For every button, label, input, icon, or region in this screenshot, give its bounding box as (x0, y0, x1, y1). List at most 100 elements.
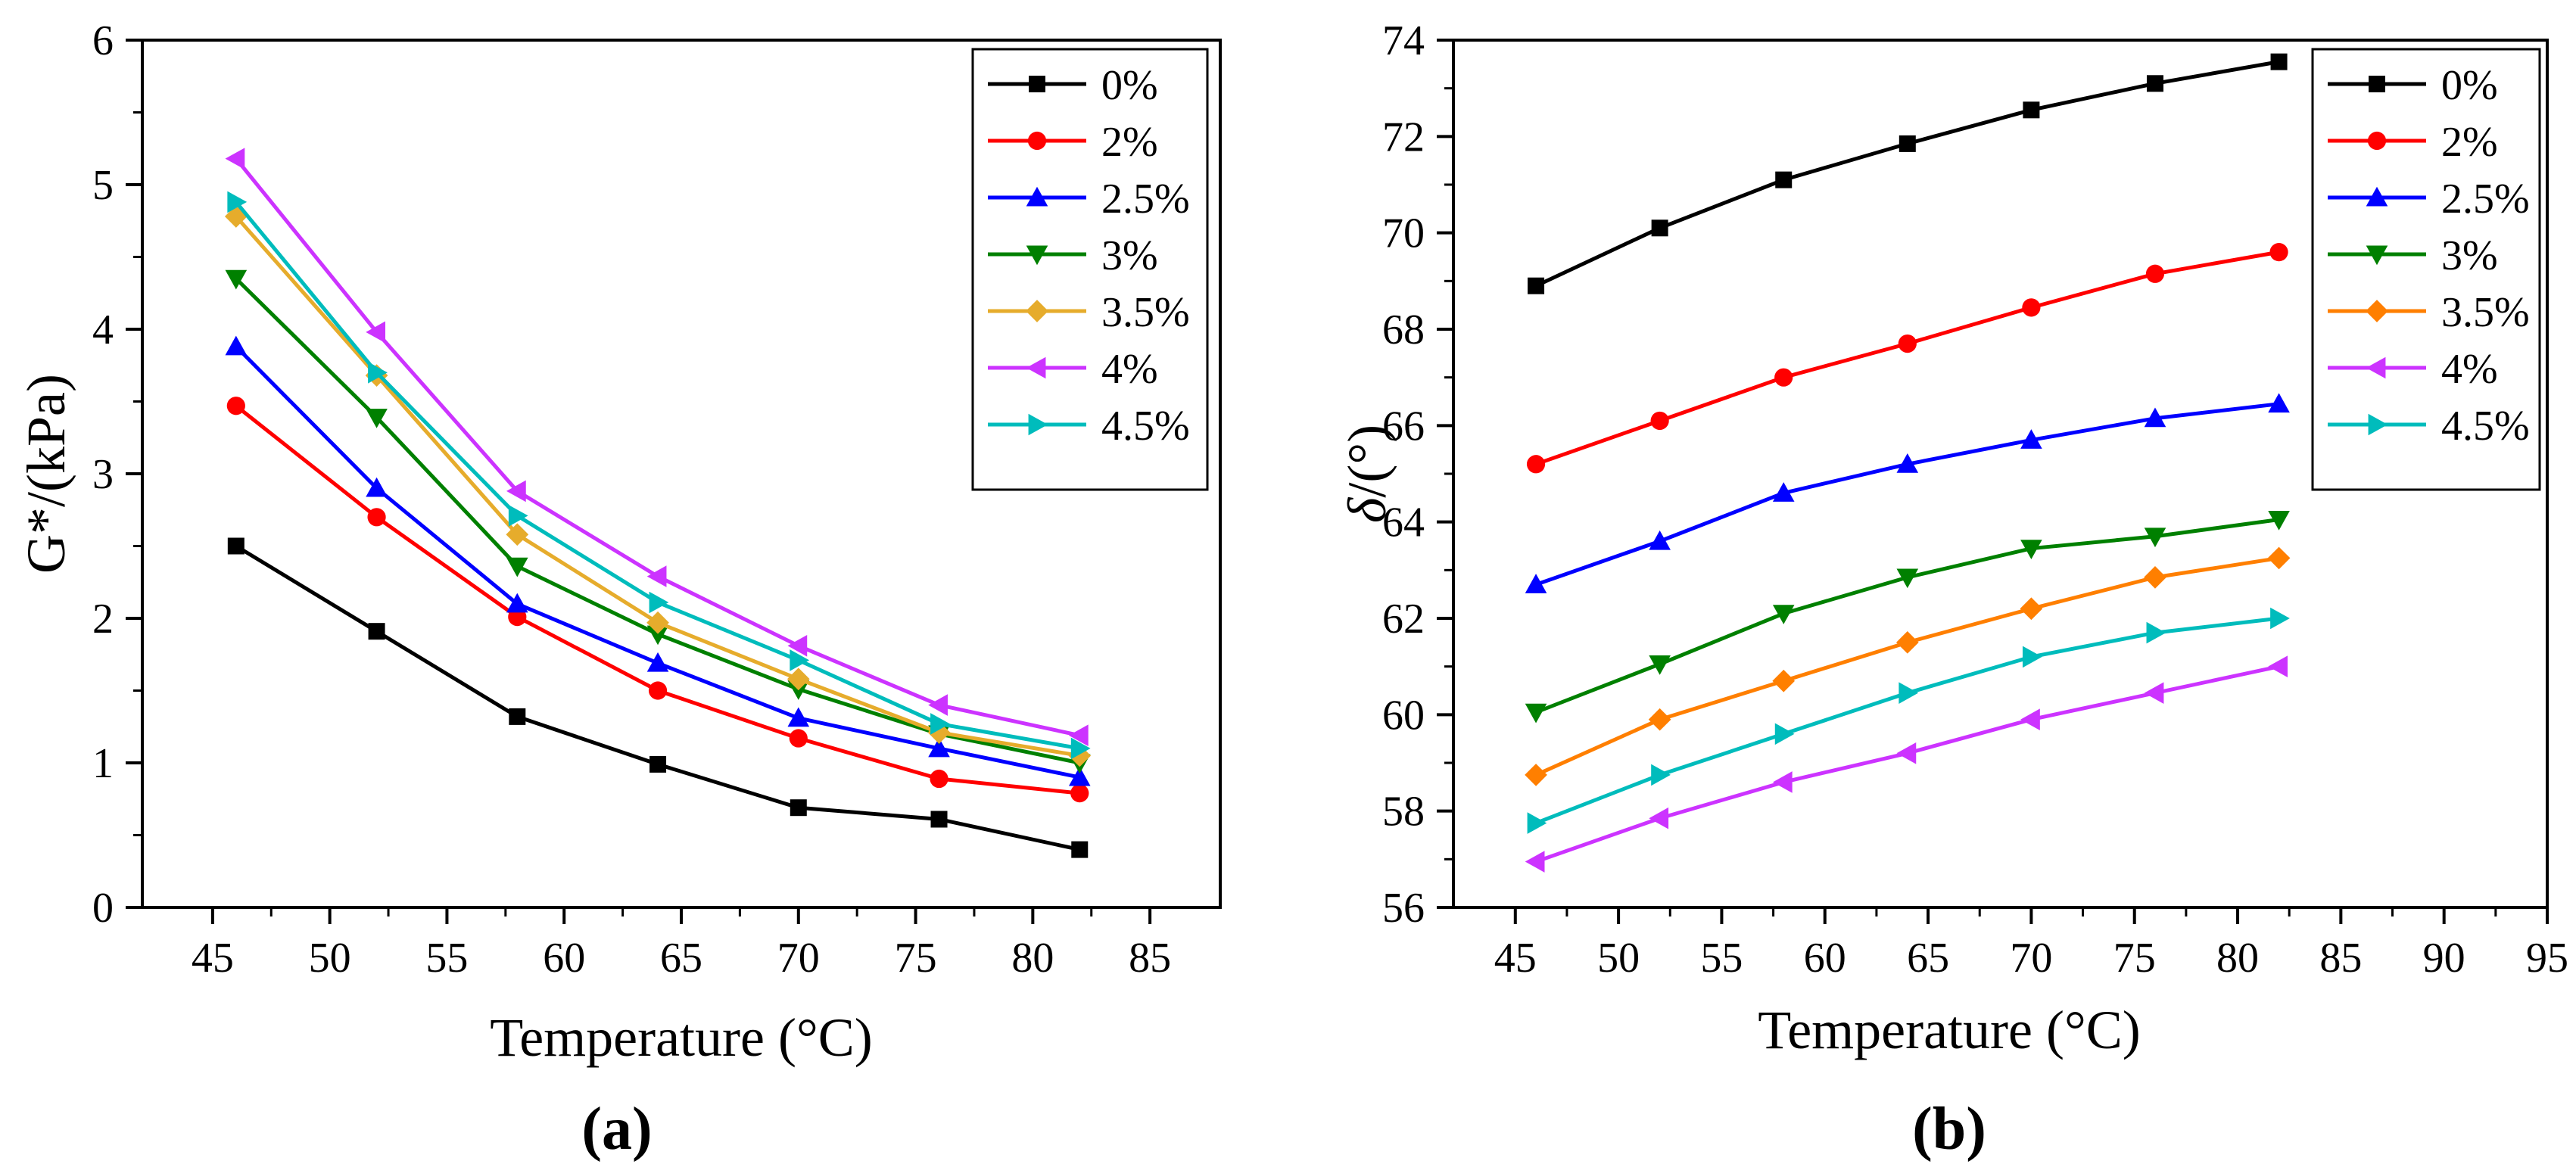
panel-a-legend-item: 3% (988, 232, 1158, 279)
panel-b-legend-label: 0% (2441, 62, 2498, 109)
panel-a-legend-marker (1026, 300, 1048, 322)
panel-b-legend-marker (2366, 186, 2388, 207)
panel-b-data-point (2146, 75, 2163, 92)
panel-b-legend-marker (2366, 356, 2386, 379)
panel-b-x-tick-label: 95 (2526, 935, 2568, 982)
panel-a-x-tick-label: 85 (1129, 935, 1171, 982)
panel-b-data-point (1772, 771, 1793, 793)
panel-a-data-point (928, 694, 948, 716)
panel-a-legend-label: 2% (1101, 119, 1158, 166)
panel-b-x-tick-label: 55 (1700, 935, 1743, 982)
panel-b-data-point (1649, 530, 1671, 550)
panel-a-y-tick-label: 6 (92, 17, 114, 64)
panel-a-data-point (787, 668, 810, 691)
panel-b-legend-label: 2.5% (2441, 176, 2530, 223)
panel-a-legend-item: 2.5% (988, 176, 1190, 223)
panel-b-data-point (2267, 546, 2291, 570)
panel-a-data-point (226, 397, 245, 415)
panel-b-series-2 (1525, 393, 2290, 593)
panel-a-data-point (649, 755, 667, 773)
panel-b-x-tick-label: 85 (2319, 935, 2362, 982)
panel-b-y-tick-label: 56 (1382, 885, 1425, 932)
panel-a-series-2 (225, 335, 1091, 786)
panel-b-y-tick-label: 72 (1382, 114, 1425, 160)
panel-b-legend-marker (2366, 245, 2388, 266)
panel-a-legend-marker (1026, 186, 1048, 207)
panel-a-data-point (506, 480, 526, 503)
panel-a-series (224, 148, 1092, 858)
panel-b-y-axis-symbol: δ (1337, 496, 1397, 523)
panel-a-data-point (1070, 784, 1089, 803)
panel-b-data-point (2144, 407, 2166, 428)
panel-b-data-point (2020, 429, 2042, 449)
panel-a-x-axis-label: Temperature (°C) (490, 1007, 873, 1068)
panel-a-y-tick-label: 2 (92, 596, 114, 643)
panel-b-legend-item: 4% (2328, 346, 2498, 393)
panel-b-legend-label: 4.5% (2441, 403, 2530, 450)
panel-b-x-axis-label: Temperature (°C) (1758, 1000, 2141, 1060)
panel-b-data-point (1775, 171, 1793, 188)
panel-a-data-point (506, 523, 529, 546)
panel-a-data-point (928, 737, 950, 758)
panel-b-data-point (1649, 807, 1669, 829)
panel-b-legend-label: 3.5% (2441, 289, 2530, 336)
panel-b-data-point (2144, 566, 2166, 589)
panel-b-axes: 45 50 55 60 65 70 75 80 85 90 95 56 58 60 62 64 66 68 70 72… (1382, 17, 2568, 982)
panel-b-data-point (2268, 655, 2288, 677)
panel-a-data-point (366, 477, 388, 497)
panel-b-series-line (1535, 250, 2279, 466)
panel-b-x-tick-label: 90 (2423, 935, 2465, 982)
panel-a-data-point (787, 707, 810, 727)
panel-a-data-point (368, 362, 388, 384)
panel-b-data-point (1528, 277, 1545, 294)
panel-b-y-tick-label: 70 (1382, 210, 1425, 257)
panel-a-label: (a) (581, 1096, 652, 1162)
panel-a-x-tick-label: 70 (777, 935, 820, 982)
panel-b-series-line (1534, 60, 2279, 288)
panel-a-data-point (790, 799, 807, 817)
panel-a-legend-item: 0% (988, 62, 1158, 109)
panel-b-data-point (1525, 574, 1547, 593)
panel-b-data-point (1651, 219, 1668, 237)
panel-b-data-point (2146, 621, 2166, 644)
panel-b-x-tick-label: 45 (1494, 935, 1537, 982)
panel-b-data-point (2022, 298, 2041, 317)
panel-b-data-point (1651, 764, 1671, 786)
panel-a-legend-item: 4.5% (988, 403, 1190, 450)
panel-a-data-point (227, 191, 248, 213)
panel-a-x-tick-label: 75 (895, 935, 937, 982)
panel-b-x-tick-label: 60 (1804, 935, 1846, 982)
panel-b-y-tick-label: 68 (1382, 307, 1425, 353)
panel-b-series-line (1535, 518, 2279, 714)
panel-b-legend-item: 4.5% (2328, 403, 2530, 450)
panel-a-y-tick-label: 5 (92, 162, 114, 209)
panel-a-legend-marker (1026, 245, 1048, 266)
panel-b-x-tick-label: 75 (2113, 935, 2156, 982)
panel-a-data-point (649, 591, 669, 614)
panel-a-series-5 (225, 148, 1089, 747)
panel-b-y-tick-label: 74 (1382, 17, 1425, 64)
panel-b-data-point (2268, 393, 2290, 413)
panel-a-data-point (648, 681, 668, 700)
panel-a-data-point (1068, 766, 1091, 786)
panel-a-data-point (646, 611, 669, 634)
panel-b-data-point (1895, 630, 1919, 654)
panel-a-data-point (1070, 737, 1091, 760)
panel-b-x-tick-label: 50 (1597, 935, 1640, 982)
panel-b-series-6 (1527, 607, 2290, 834)
panel-b-series-1 (1526, 243, 2288, 474)
panel-a-data-point (927, 721, 951, 744)
panel-a-data-point (790, 649, 810, 671)
panel-a-data-point (509, 708, 526, 725)
panel-b-data-point (2270, 607, 2290, 630)
panel-b-data-point (2022, 646, 2042, 668)
panel-a-data-point (930, 811, 948, 828)
panel-b-series-3 (1525, 511, 2290, 724)
panel-b-data-point (1896, 742, 1917, 764)
panel-b-data-point (2144, 682, 2164, 704)
panel-b-series-4 (1525, 546, 2291, 786)
panel-b-y-axis-unit: /(°) (1337, 425, 1397, 498)
panel-b-y-tick-label: 64 (1382, 499, 1425, 546)
